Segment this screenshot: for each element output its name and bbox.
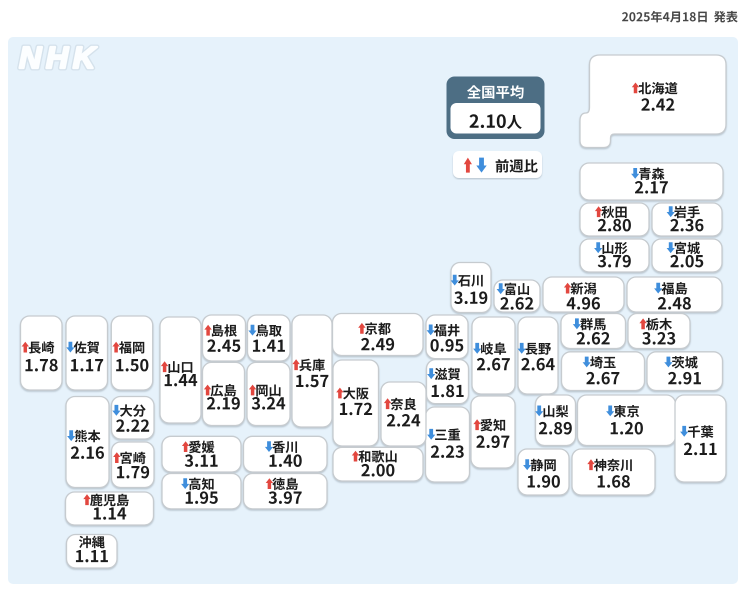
svg-text:NHK: NHK — [19, 40, 100, 75]
svg-text:NHK: NHK — [19, 40, 100, 75]
